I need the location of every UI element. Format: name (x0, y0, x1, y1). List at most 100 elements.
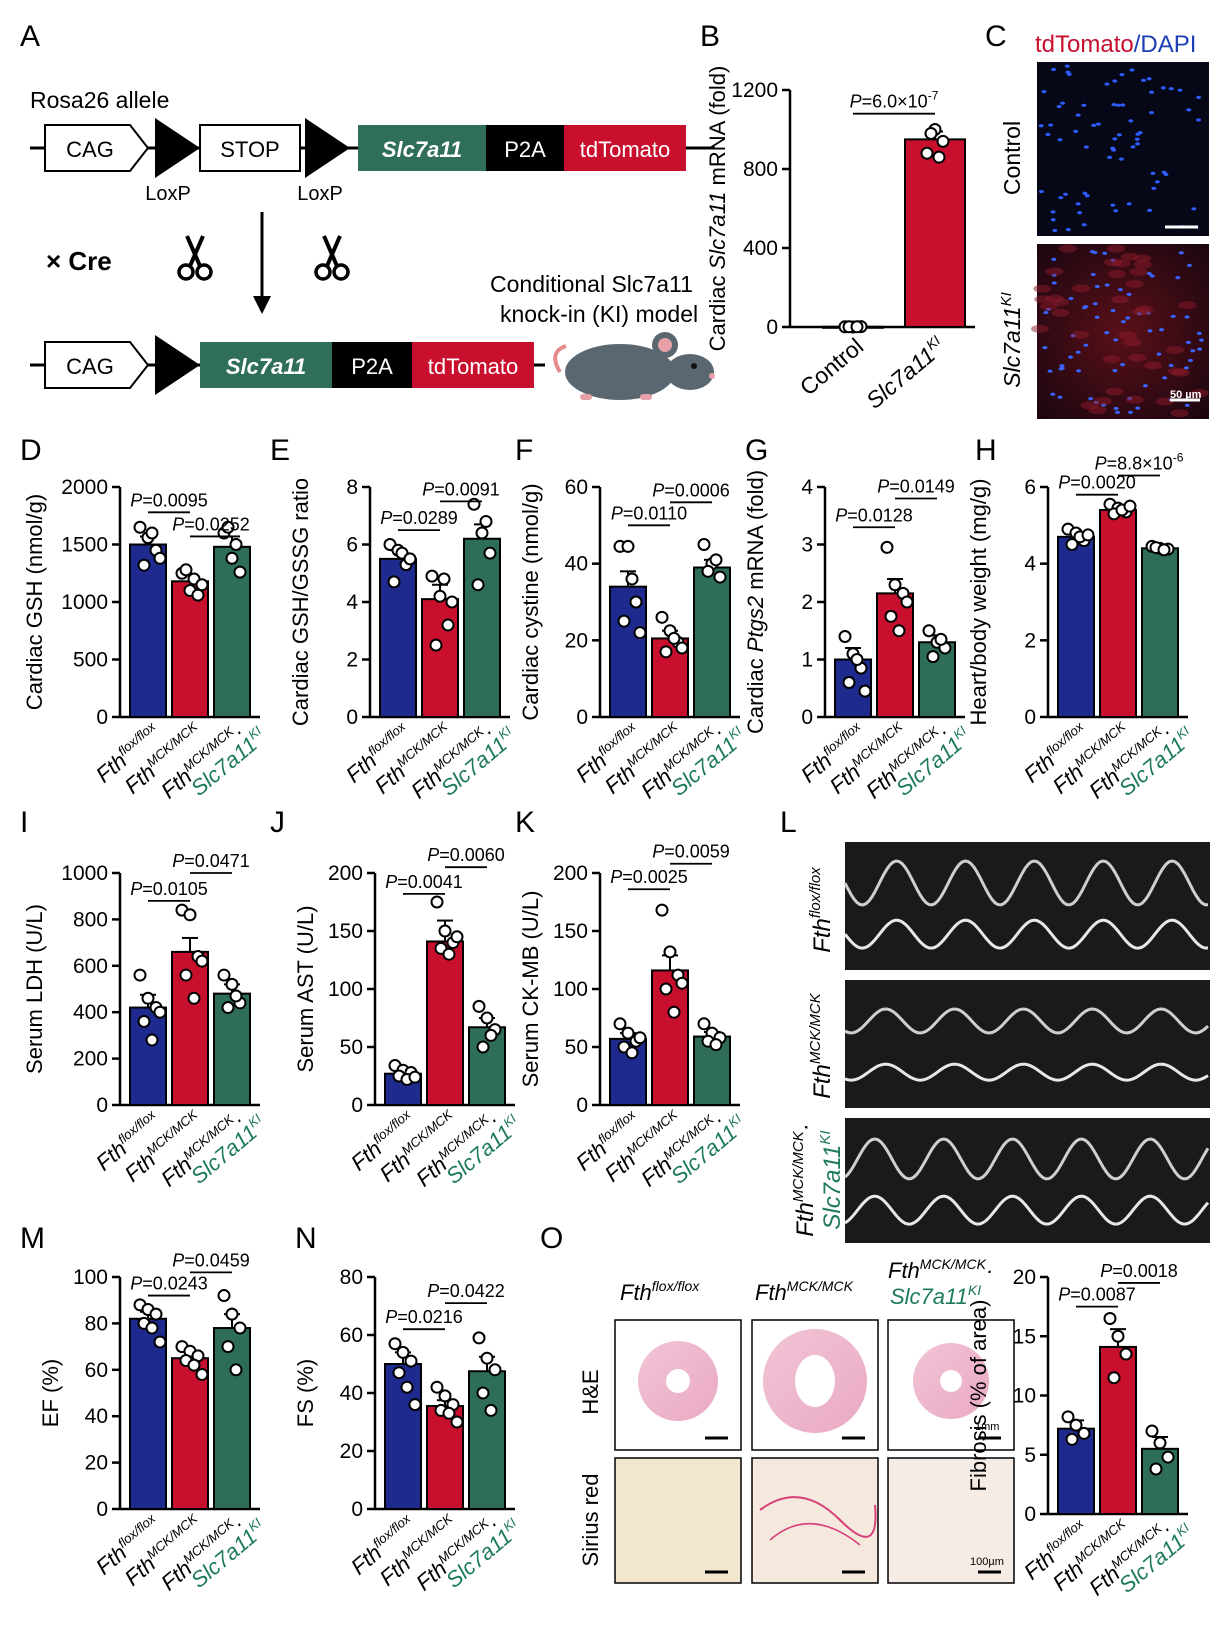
y-tick-label: 20 (565, 629, 588, 652)
nucleus-dot (1042, 346, 1048, 350)
group-header-suffix: · (986, 1258, 993, 1283)
p-value-p: P (172, 851, 184, 871)
panel-label-e: E (270, 434, 290, 467)
nucleus-dot (1064, 64, 1070, 68)
y-tick-label: 40 (565, 553, 588, 576)
nucleus-dot (1125, 316, 1131, 320)
panel-label-j: J (270, 806, 285, 839)
data-point (445, 595, 459, 609)
tdtomato-signal (1190, 389, 1209, 398)
data-point (429, 638, 443, 652)
y-axis-label-part: EF (%) (38, 1359, 63, 1427)
y-tick-label: 1000 (61, 591, 108, 614)
data-point (920, 146, 934, 160)
nucleus-dot (1134, 137, 1140, 141)
nucleus-dot (1073, 129, 1079, 133)
data-point (430, 1380, 444, 1394)
data-point (484, 1403, 498, 1417)
p-value: P=0.0041 (385, 872, 463, 892)
nucleus-dot (1190, 349, 1196, 353)
tdtomato-signal (1170, 409, 1189, 418)
nucleus-dot (1184, 403, 1190, 407)
y-tick-label: 5 (1024, 1444, 1036, 1467)
data-point (229, 1363, 243, 1377)
he-image-3 (887, 1319, 1015, 1451)
tdtomato-signal (1156, 397, 1175, 406)
data-point (408, 1398, 422, 1412)
y-tick-label: 0 (96, 706, 108, 729)
x-category-main: Slc7a11 (861, 341, 940, 413)
p-value: P=0.0060 (427, 845, 505, 865)
data-point (137, 1014, 151, 1028)
nucleus-dot (1146, 271, 1152, 276)
y-tick-label: 4 (801, 476, 813, 499)
nucleus-dot (1178, 251, 1184, 255)
panel-label-b: B (700, 20, 720, 53)
nucleus-dot (1186, 263, 1192, 268)
nucleus-dot (1112, 79, 1118, 83)
data-point (484, 1028, 498, 1042)
nucleus-dot (1160, 86, 1166, 90)
y-tick-label: 6 (1024, 476, 1036, 499)
nucleus-dot (1110, 146, 1116, 150)
data-point (1123, 499, 1137, 513)
p-value-text: =0.0216 (397, 1307, 463, 1327)
data-point (625, 572, 639, 586)
data-point (438, 1389, 452, 1403)
data-point (450, 1415, 464, 1429)
data-point (153, 551, 167, 565)
data-point (1145, 1424, 1159, 1438)
p-value-text: =0.0095 (142, 490, 208, 510)
nucleus-dot (1112, 369, 1118, 373)
p-value-p: P (427, 845, 439, 865)
data-point (229, 989, 243, 1003)
dapi-nuclei (1031, 244, 1209, 418)
slc7a11-label: Slc7a11 (382, 137, 462, 162)
data-point (1061, 1410, 1075, 1424)
p-value: P=0.0087 (1058, 1285, 1136, 1305)
y-tick-label: 0 (346, 706, 358, 729)
tdtomato-signal (1133, 260, 1152, 269)
data-point (191, 588, 205, 602)
data-point (659, 645, 673, 659)
wall-trace (844, 1194, 1210, 1226)
data-point (932, 150, 946, 164)
nucleus-dot (1084, 194, 1090, 198)
nucleus-dot (1050, 218, 1056, 222)
data-point (697, 538, 711, 551)
nucleus-dot (1120, 320, 1126, 324)
nucleus-dot (1141, 78, 1147, 82)
data-point (387, 575, 401, 589)
y-axis-label: Cardiac cystine (nmol/g) (518, 483, 543, 720)
p-value-text: =0.0006 (664, 480, 730, 500)
tdtomato-signal (1072, 284, 1091, 293)
data-point (1065, 538, 1079, 551)
bar (421, 598, 459, 718)
nucleus-dot (1119, 73, 1125, 77)
data-point (217, 1289, 231, 1303)
nucleus-dot (1130, 145, 1136, 149)
data-point (133, 520, 147, 534)
data-point (438, 924, 452, 938)
nucleus-dot (1137, 131, 1143, 135)
slc7a11-box (200, 342, 332, 388)
nucleus-dot (1135, 406, 1141, 410)
data-point (396, 1345, 410, 1359)
data-point (663, 945, 677, 959)
y-axis-label: Serum CK-MB (U/L) (518, 891, 543, 1088)
y-tick-label: 200 (328, 862, 363, 885)
nucleus-dot (1120, 363, 1126, 367)
tdtomato-signal (1166, 345, 1185, 354)
nucleus-dot (1111, 103, 1117, 107)
channel-legend: tdTomato/DAPI (1035, 31, 1196, 58)
bar (463, 537, 501, 718)
sirius-image-3 (887, 1457, 1015, 1584)
tdtomato-signal (1118, 331, 1137, 340)
data-point (936, 134, 950, 148)
data-point (133, 968, 147, 982)
data-point (433, 589, 447, 603)
p-value-exponent: -7 (928, 89, 939, 103)
